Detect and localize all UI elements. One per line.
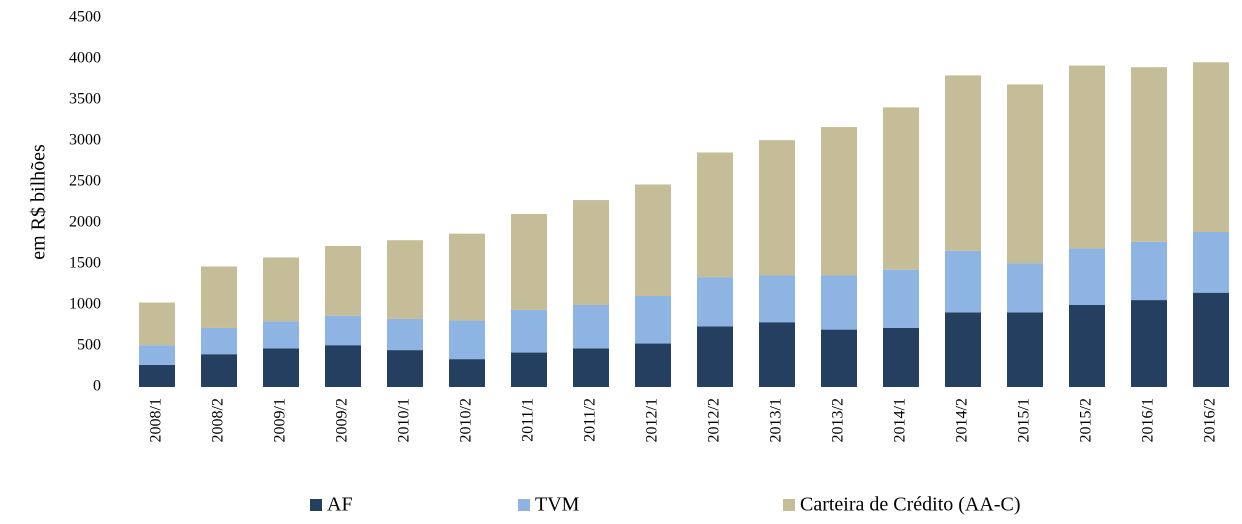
legend-label: TVM [535, 494, 580, 516]
legend-label: Carteira de Crédito (AA-C) [800, 494, 1020, 516]
bar-segment [1131, 67, 1167, 242]
x-tick-label: 2009/1 [272, 398, 289, 442]
bar-segment [635, 184, 671, 296]
bar-segment [325, 345, 361, 387]
y-tick-label: 0 [93, 378, 101, 395]
bar-segment [449, 320, 485, 360]
bar-segment [883, 269, 919, 328]
bar-segment [573, 348, 609, 387]
bar-segment [821, 127, 857, 276]
bar-segment [387, 318, 423, 351]
x-tick-label: 2014/2 [954, 398, 971, 442]
x-tick-label: 2012/1 [644, 398, 661, 442]
y-tick-label: 2500 [69, 173, 101, 190]
legend-swatch [518, 499, 530, 511]
bar-segment [945, 75, 981, 251]
bar-segment [387, 350, 423, 387]
x-tick-label: 2011/2 [582, 398, 599, 442]
bar-segment [759, 322, 795, 387]
bar-segment [139, 302, 175, 346]
bar-segment [635, 343, 671, 387]
bar-segment [1007, 312, 1043, 387]
bar-segment [1069, 305, 1105, 387]
x-tick-label: 2012/2 [706, 398, 723, 442]
bar-segment [139, 364, 175, 387]
bar-segment [759, 140, 795, 276]
x-tick-label: 2011/1 [520, 398, 537, 442]
bar-segment [945, 250, 981, 313]
bar-segment [1007, 84, 1043, 264]
bar-segment [697, 152, 733, 278]
y-tick-label: 3000 [69, 132, 101, 149]
bar-segment [325, 245, 361, 316]
bar-segment [883, 327, 919, 387]
legend-swatch [310, 499, 322, 511]
x-tick-label: 2010/2 [458, 398, 475, 442]
bar-segment [1007, 263, 1043, 313]
bar-segment [1193, 292, 1229, 387]
bar-segment [325, 315, 361, 346]
x-tick-label: 2016/1 [1140, 398, 1157, 442]
bar-segment [573, 305, 609, 349]
y-tick-label: 500 [77, 337, 101, 354]
bar-segment [1069, 65, 1105, 249]
bar-segment [387, 240, 423, 319]
x-tick-label: 2010/1 [396, 398, 413, 442]
x-tick-label: 2016/2 [1202, 398, 1219, 442]
bar-segment [821, 275, 857, 330]
x-tick-label: 2015/2 [1078, 398, 1095, 442]
bar-segment [511, 309, 547, 353]
bar-segment [697, 326, 733, 387]
bar-segment [1193, 232, 1229, 293]
x-tick-label: 2008/2 [210, 398, 227, 442]
x-tick-label: 2015/1 [1016, 398, 1033, 442]
y-tick-label: 3500 [69, 91, 101, 108]
bar-segment [883, 107, 919, 270]
x-tick-label: 2014/1 [892, 398, 909, 442]
bar-segment [263, 257, 299, 322]
y-axis-title: em R$ bilhões [28, 144, 50, 260]
y-tick-label: 4000 [69, 50, 101, 67]
bar-segment [511, 352, 547, 387]
bar-segment [945, 312, 981, 387]
bar-segment [1131, 241, 1167, 301]
bar-segment [511, 213, 547, 310]
x-tick-label: 2013/2 [830, 398, 847, 442]
x-tick-label: 2013/1 [768, 398, 785, 442]
bar-segment [449, 233, 485, 321]
bar-segment [201, 266, 237, 328]
bar-segment [821, 329, 857, 387]
bar-segment [759, 275, 795, 323]
bar-segment [1069, 248, 1105, 305]
bar-segment [1193, 62, 1229, 233]
bar-segment [201, 327, 237, 355]
y-tick-label: 4500 [69, 9, 101, 26]
bar-segment [263, 348, 299, 387]
legend-label: AF [327, 494, 353, 516]
bar-segment [201, 354, 237, 387]
bar-segment [635, 295, 671, 344]
bar-segment [1131, 300, 1167, 387]
bar-segment [573, 200, 609, 305]
y-tick-label: 2000 [69, 214, 101, 231]
x-tick-label: 2008/1 [148, 398, 165, 442]
bar-segment [449, 359, 485, 387]
bar-segment [697, 277, 733, 327]
bar-segment [263, 321, 299, 349]
y-tick-label: 1500 [69, 255, 101, 272]
x-tick-label: 2009/2 [334, 398, 351, 442]
y-tick-label: 1000 [69, 296, 101, 313]
bar-segment [139, 345, 175, 365]
legend-swatch [783, 499, 795, 511]
